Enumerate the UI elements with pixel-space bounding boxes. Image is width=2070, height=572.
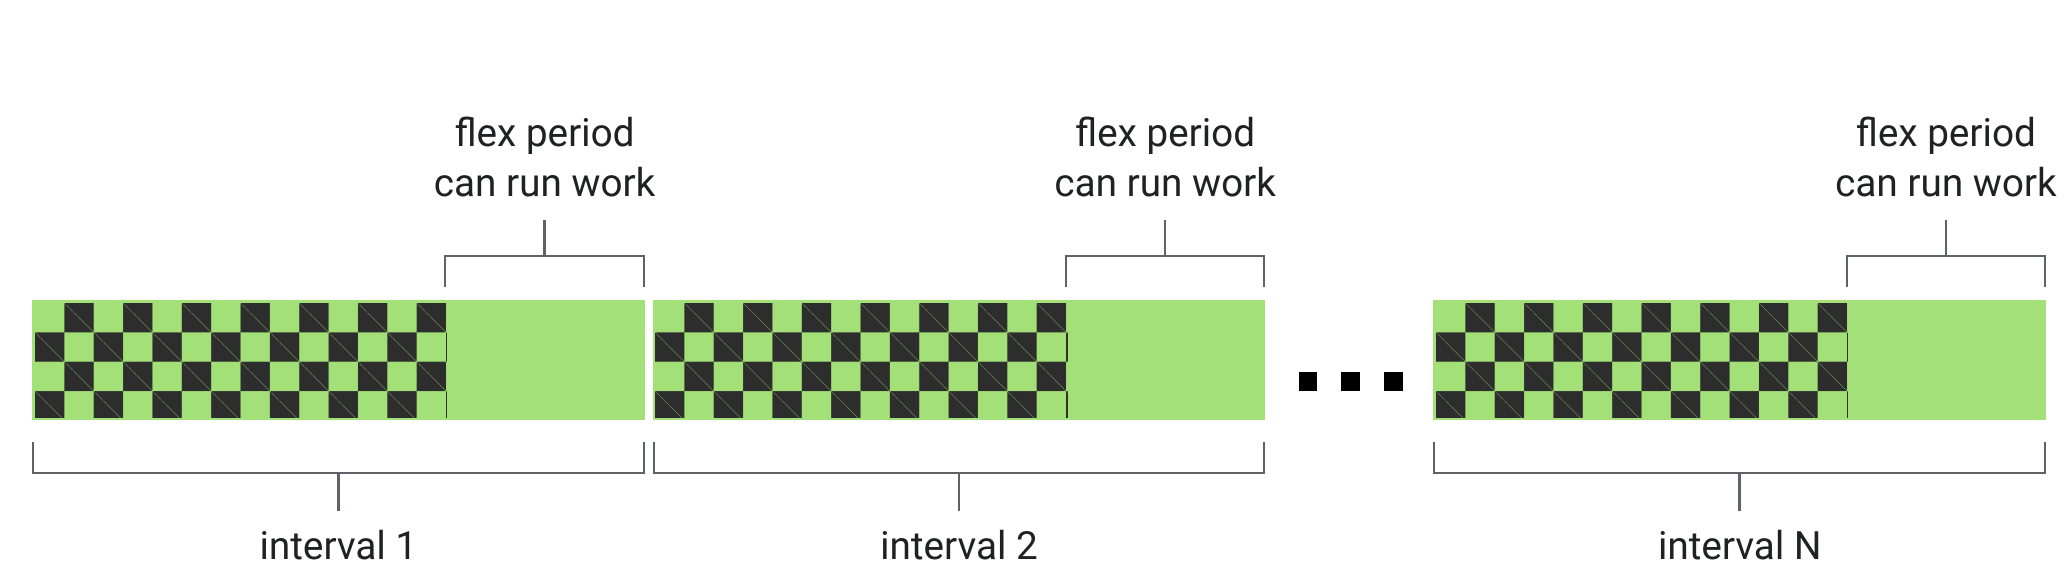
interval-1-interval-label: interval 1 <box>178 522 498 572</box>
flex-label-line2: can run work <box>1786 159 2070 209</box>
interval-n-interval-bracket <box>1433 442 2046 474</box>
interval-n-flex-label: flex periodcan run work <box>1786 109 2070 210</box>
periodic-work-diagram: flex periodcan run workinterval 1flex pe… <box>0 0 2070 552</box>
interval-2-flex-bracket <box>1065 255 1265 287</box>
interval-2-checker <box>655 303 1067 418</box>
interval-n-flex-bracket <box>1846 255 2046 287</box>
interval-2-flex-bracket-stem <box>1164 220 1167 255</box>
interval-2-interval-label: interval 2 <box>799 522 1119 572</box>
interval-1-interval-bracket <box>32 442 645 474</box>
flex-label-line2: can run work <box>1005 159 1325 209</box>
flex-label-line1: flex period <box>1786 109 2070 159</box>
flex-label-line1: flex period <box>384 109 704 159</box>
interval-2-interval-bracket-stem <box>958 474 961 511</box>
interval-1-checker <box>35 303 447 418</box>
ellipsis-dot-1 <box>1299 372 1318 391</box>
interval-1-interval-bracket-stem <box>337 474 340 511</box>
interval-n-interval-label: interval N <box>1580 522 1900 572</box>
interval-1-flex-bracket <box>444 255 644 287</box>
flex-label-line1: flex period <box>1005 109 1325 159</box>
interval-1-flex-bracket-stem <box>543 220 546 255</box>
ellipsis-dot-2 <box>1341 372 1360 391</box>
interval-n-checker <box>1436 303 1848 418</box>
interval-2-flex-label: flex periodcan run work <box>1005 109 1325 210</box>
flex-label-line2: can run work <box>384 159 704 209</box>
interval-1-flex-label: flex periodcan run work <box>384 109 704 210</box>
ellipsis-dot-3 <box>1384 372 1403 391</box>
interval-n-interval-bracket-stem <box>1738 474 1741 511</box>
interval-n-flex-bracket-stem <box>1945 220 1948 255</box>
interval-2-interval-bracket <box>653 442 1266 474</box>
